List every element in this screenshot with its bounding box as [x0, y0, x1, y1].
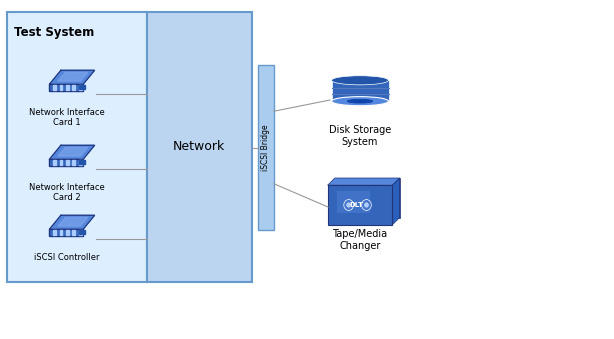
Polygon shape — [335, 178, 400, 218]
Ellipse shape — [365, 203, 368, 207]
Text: Test System: Test System — [14, 26, 95, 39]
Polygon shape — [66, 160, 69, 165]
Polygon shape — [49, 215, 95, 229]
Polygon shape — [60, 160, 63, 165]
Polygon shape — [58, 217, 88, 226]
Polygon shape — [392, 178, 400, 225]
Text: Tape/Media
Changer: Tape/Media Changer — [332, 229, 387, 251]
Polygon shape — [49, 84, 83, 91]
Polygon shape — [58, 73, 88, 81]
Polygon shape — [60, 230, 63, 235]
Text: iSCSI Controller: iSCSI Controller — [34, 253, 99, 262]
Polygon shape — [332, 80, 389, 101]
Polygon shape — [72, 230, 76, 235]
Polygon shape — [53, 85, 56, 90]
Ellipse shape — [347, 99, 373, 103]
Polygon shape — [79, 85, 85, 89]
Text: iSCSI Bridge: iSCSI Bridge — [262, 124, 271, 171]
Polygon shape — [72, 85, 76, 90]
Polygon shape — [79, 85, 82, 90]
Text: Network: Network — [173, 140, 225, 154]
Polygon shape — [58, 147, 88, 156]
Polygon shape — [79, 160, 85, 164]
Polygon shape — [60, 85, 63, 90]
Text: DLT: DLT — [350, 202, 363, 208]
Polygon shape — [53, 230, 56, 235]
Polygon shape — [79, 160, 82, 165]
Polygon shape — [53, 160, 56, 165]
Ellipse shape — [344, 200, 354, 211]
Polygon shape — [49, 229, 83, 236]
Polygon shape — [79, 230, 85, 234]
FancyBboxPatch shape — [147, 12, 252, 282]
Text: Network Interface
Card 2: Network Interface Card 2 — [29, 183, 105, 202]
FancyBboxPatch shape — [7, 12, 147, 282]
Polygon shape — [66, 85, 69, 90]
Polygon shape — [49, 159, 83, 166]
Polygon shape — [79, 230, 82, 235]
Ellipse shape — [347, 203, 351, 207]
Polygon shape — [49, 70, 95, 84]
Polygon shape — [328, 178, 400, 185]
Ellipse shape — [362, 200, 371, 211]
Polygon shape — [328, 185, 392, 225]
Polygon shape — [49, 145, 95, 159]
Ellipse shape — [332, 76, 389, 85]
Polygon shape — [66, 230, 69, 235]
Text: Disk Storage
System: Disk Storage System — [329, 125, 391, 146]
Ellipse shape — [332, 97, 389, 106]
Text: Network Interface
Card 1: Network Interface Card 1 — [29, 108, 105, 127]
Polygon shape — [72, 160, 76, 165]
Polygon shape — [337, 191, 370, 213]
FancyBboxPatch shape — [258, 65, 274, 230]
